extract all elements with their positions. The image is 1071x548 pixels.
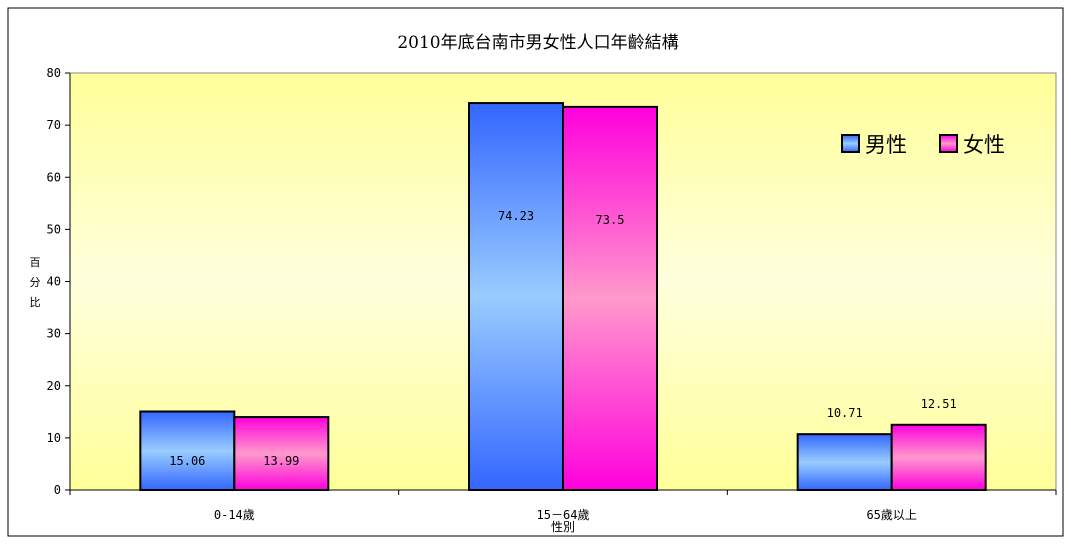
data-labels: 15.06 13.99 74.23 73.5 10.71 12.51 (169, 209, 956, 468)
chart-title: 2010年底台南市男女性人口年齡結構 (397, 33, 678, 53)
legend-swatch (939, 134, 958, 153)
data-label: 73.5 (596, 213, 625, 227)
x-axis-label: 性別 (551, 520, 575, 534)
data-label: 10.71 (827, 406, 863, 420)
y-tick-label: 10 (47, 431, 61, 445)
y-tick-label: 40 (47, 275, 61, 289)
data-label: 13.99 (263, 454, 299, 468)
y-tick-label: 0 (54, 483, 61, 497)
data-label: 12.51 (921, 397, 957, 411)
data-label: 74.23 (498, 209, 534, 223)
y-tick-label: 80 (47, 66, 61, 80)
y-tick-label: 50 (47, 222, 61, 236)
bar-female (562, 105, 658, 491)
legend-swatch (841, 134, 860, 153)
bar-male (796, 433, 893, 492)
bar-male (468, 102, 564, 492)
y-tick-label: 70 (47, 118, 61, 132)
x-tick-label: 0-14歲 (214, 508, 255, 522)
y-axis-label: 百分比 (30, 256, 41, 309)
legend: 男性 女性 (841, 133, 1005, 157)
y-tick-label: 60 (47, 170, 61, 184)
legend-label: 女性 (963, 133, 1005, 157)
data-label: 15.06 (169, 454, 205, 468)
y-tick-label: 20 (47, 379, 61, 393)
bar-female (890, 423, 987, 491)
y-tick-label: 30 (47, 327, 61, 341)
bar-female (233, 416, 330, 491)
bar-male (139, 410, 236, 492)
y-axis: 0 10 20 30 40 50 60 70 80 (47, 66, 71, 497)
legend-label: 男性 (865, 133, 907, 157)
bars (139, 102, 987, 492)
x-tick-label: 65歲以上 (866, 508, 916, 522)
x-tick-label: 15－64歲 (537, 508, 590, 522)
